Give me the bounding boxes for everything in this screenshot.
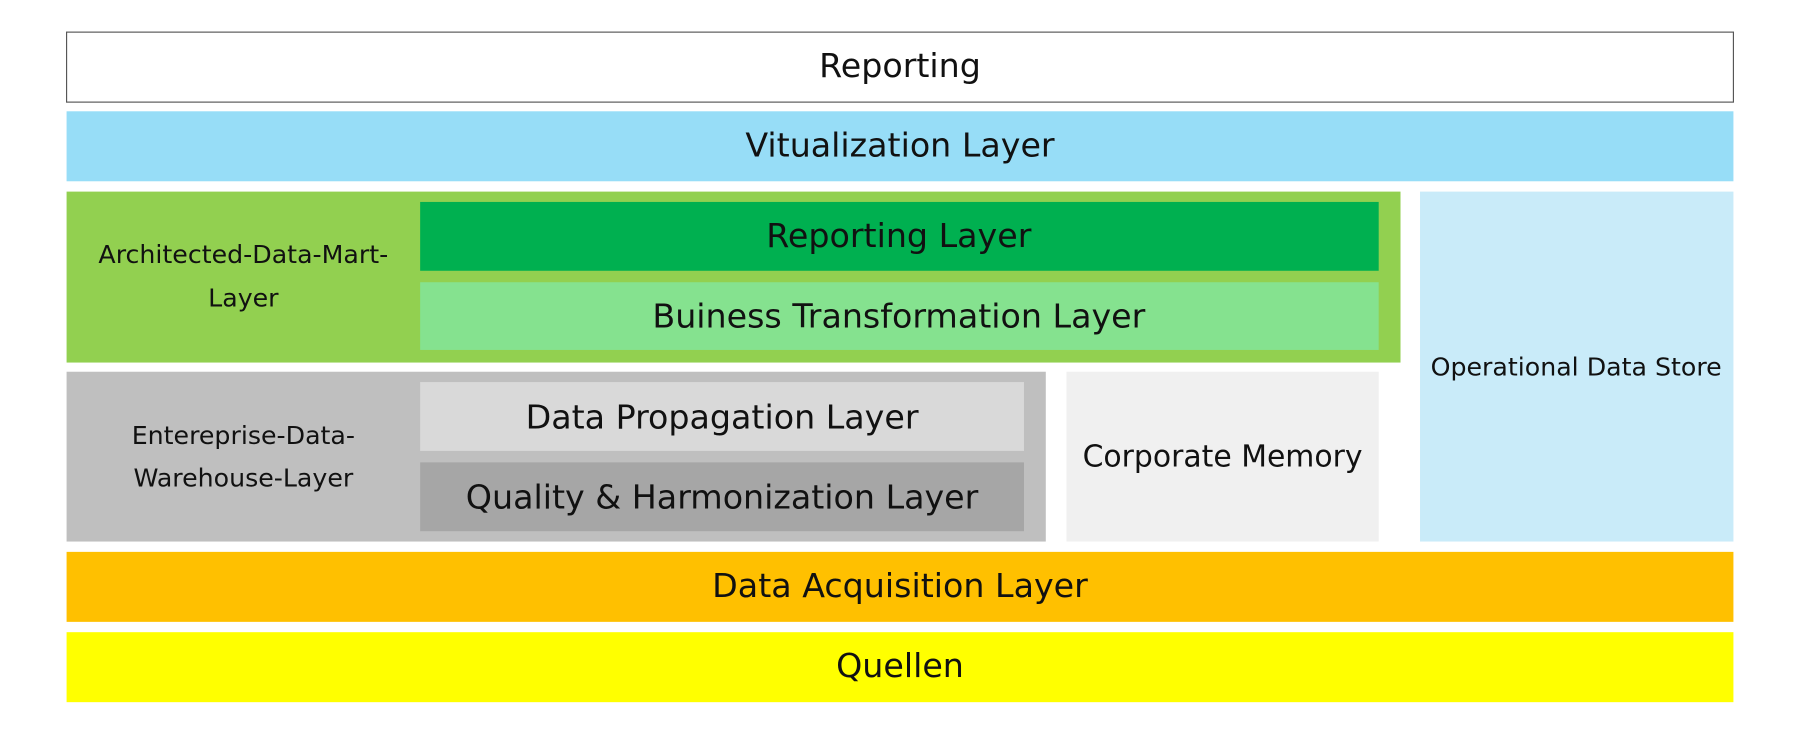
business-transformation-label: Buiness Transformation Layer — [652, 296, 1145, 335]
quality-harmonization-box — [420, 462, 1024, 532]
business-transformation-box — [420, 282, 1379, 350]
quellen-label: Quellen — [836, 646, 964, 685]
reporting-box — [66, 31, 1734, 103]
reporting-layer-label: Reporting Layer — [766, 216, 1031, 255]
operational-data-store-label: Operational Data Store — [1431, 352, 1722, 381]
data-propagation-label: Data Propagation Layer — [526, 397, 919, 436]
data-acquisition-label: Data Acquisition Layer — [712, 566, 1088, 605]
enterprise-data-warehouse-label: Warehouse-Layer — [133, 464, 353, 493]
data-acquisition-box — [66, 551, 1734, 622]
virtualization-label: Vitualization Layer — [745, 125, 1055, 164]
virtualization-box — [66, 111, 1734, 182]
quality-harmonization-label: Quality & Harmonization Layer — [466, 478, 979, 517]
corporate-memory-box — [1066, 371, 1379, 542]
operational-data-store-box — [1420, 191, 1734, 542]
architected-data-mart-label: Architected-Data-Mart- — [98, 240, 388, 269]
quellen-box — [66, 632, 1734, 703]
reporting-layer-box — [420, 201, 1379, 271]
data-propagation-box — [420, 382, 1024, 451]
corporate-memory-label: Corporate Memory — [1083, 439, 1363, 474]
reporting-label: Reporting — [819, 46, 981, 85]
enterprise-data-warehouse-label: Entereprise-Data- — [132, 421, 355, 450]
architected-data-mart-label: Layer — [208, 283, 279, 312]
